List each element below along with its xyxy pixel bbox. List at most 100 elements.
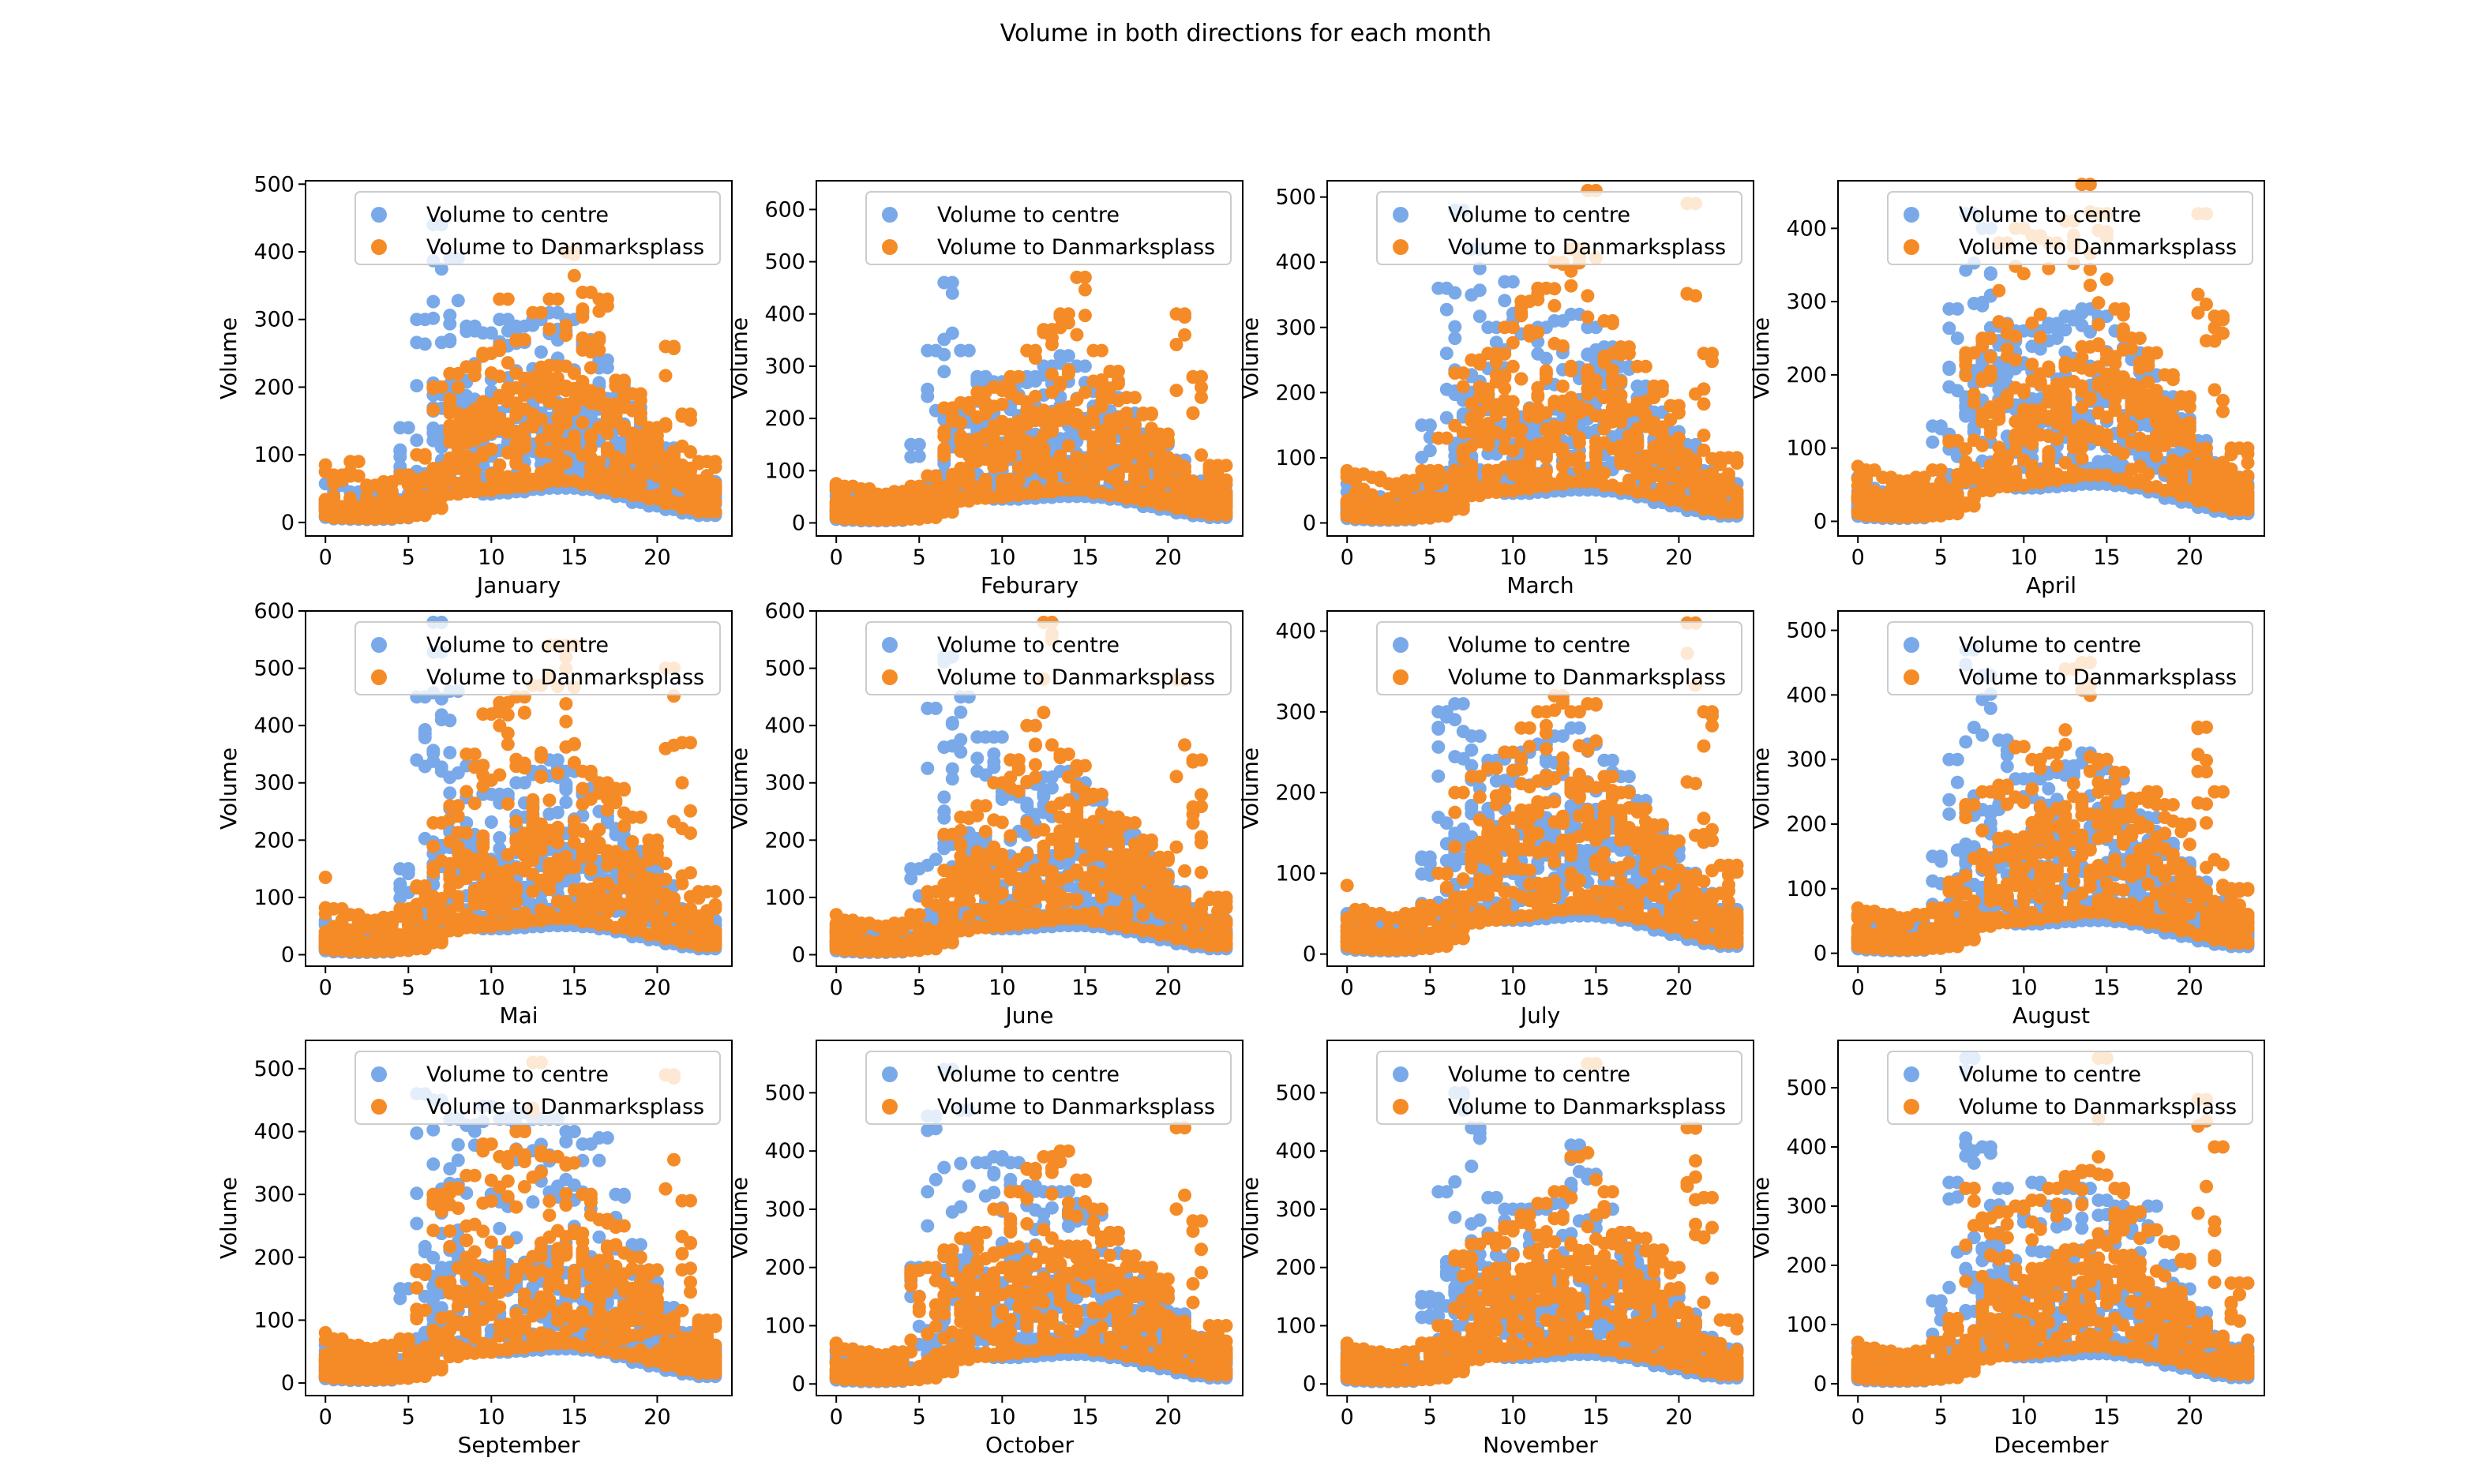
danmarksplass-point bbox=[995, 397, 1009, 411]
centre-point bbox=[1448, 320, 1462, 334]
danmarksplass-point bbox=[1045, 337, 1059, 351]
x-tick-label: 0 bbox=[1341, 545, 1354, 570]
danmarksplass-point bbox=[493, 339, 507, 353]
x-tick-label: 20 bbox=[1154, 545, 1181, 570]
danmarksplass-point bbox=[1506, 335, 1520, 350]
x-axis-label: Feburary bbox=[981, 572, 1078, 598]
centre-point bbox=[443, 317, 457, 331]
danmarksplass-point bbox=[1547, 298, 1562, 313]
danmarksplass-point bbox=[1697, 429, 1711, 442]
danmarksplass-point bbox=[1555, 442, 1570, 456]
danmarksplass-point bbox=[576, 416, 590, 429]
legend: Volume to centre Volume to Danmarksplass bbox=[354, 191, 721, 265]
danmarksplass-point bbox=[501, 292, 515, 306]
danmarksplass-point bbox=[1671, 431, 1686, 445]
centre-point bbox=[401, 421, 415, 435]
danmarksplass-point bbox=[493, 458, 507, 472]
danmarksplass-point bbox=[1078, 270, 1092, 284]
danmarksplass-point bbox=[1506, 359, 1520, 373]
danmarksplass-point bbox=[1103, 432, 1117, 446]
centre-point bbox=[1423, 444, 1437, 458]
danmarksplass-point bbox=[1531, 325, 1545, 339]
danmarksplass-point bbox=[493, 369, 507, 384]
centre-point bbox=[1448, 332, 1462, 346]
danmarksplass-point bbox=[517, 332, 531, 347]
danmarksplass-point bbox=[1169, 384, 1183, 398]
danmarksplass-point bbox=[1506, 406, 1520, 420]
danmarksplass-legend-marker bbox=[371, 239, 387, 255]
danmarksplass-point bbox=[1061, 363, 1075, 377]
y-tick-label: 100 bbox=[764, 459, 805, 483]
danmarksplass-point bbox=[1514, 422, 1529, 437]
centre-point bbox=[1439, 347, 1454, 361]
legend-label: Volume to Danmarksplass bbox=[1448, 235, 1726, 260]
danmarksplass-point bbox=[576, 304, 590, 318]
danmarksplass-point bbox=[1638, 359, 1652, 373]
danmarksplass-point bbox=[1144, 407, 1158, 422]
danmarksplass-point bbox=[1456, 366, 1470, 380]
danmarksplass-point bbox=[1078, 309, 1092, 323]
danmarksplass-point bbox=[633, 407, 647, 421]
x-tick-label: 10 bbox=[988, 545, 1015, 570]
danmarksplass-point bbox=[1219, 459, 1233, 473]
subplot-january: 0 5 10 15 200100200300400500JanuaryVolumeVol… bbox=[216, 172, 733, 598]
centre-point bbox=[1448, 286, 1462, 300]
danmarksplass-point bbox=[559, 319, 573, 332]
danmarksplass-point bbox=[1011, 369, 1026, 384]
centre-point bbox=[1942, 362, 1956, 377]
danmarksplass-point bbox=[1730, 493, 1744, 507]
centre-point bbox=[534, 345, 548, 359]
centre-point bbox=[443, 335, 457, 349]
danmarksplass-legend-marker bbox=[1393, 239, 1409, 255]
danmarksplass-point bbox=[1605, 317, 1619, 331]
centre-legend-marker bbox=[882, 207, 898, 223]
centre-point bbox=[484, 326, 498, 340]
centre-point bbox=[912, 437, 926, 452]
centre-point bbox=[600, 361, 614, 375]
danmarksplass-legend-marker bbox=[882, 239, 898, 255]
x-tick-label: 5 bbox=[913, 545, 926, 570]
danmarksplass-point bbox=[667, 342, 681, 355]
danmarksplass-point bbox=[1705, 354, 1719, 369]
x-tick-label: 20 bbox=[1665, 545, 1692, 570]
x-tick-label: 15 bbox=[1071, 545, 1098, 570]
danmarksplass-point bbox=[1498, 347, 1512, 361]
danmarksplass-point bbox=[534, 305, 548, 320]
figure-title: Volume in both directions for each month bbox=[1000, 20, 1491, 47]
legend-label: Volume to Danmarksplass bbox=[426, 235, 704, 260]
legend-label: Volume to centre bbox=[426, 203, 609, 227]
danmarksplass-point bbox=[1506, 320, 1520, 335]
centre-point bbox=[945, 286, 959, 300]
y-tick-label: 400 bbox=[764, 302, 805, 327]
danmarksplass-point bbox=[1572, 430, 1586, 444]
danmarksplass-point bbox=[1555, 339, 1570, 353]
x-tick-label: 15 bbox=[1582, 545, 1609, 570]
danmarksplass-point bbox=[1589, 374, 1603, 388]
y-tick-label: 300 bbox=[253, 308, 294, 332]
danmarksplass-point bbox=[1655, 384, 1669, 398]
danmarksplass-point bbox=[534, 412, 548, 426]
scatter-points bbox=[318, 218, 722, 527]
danmarksplass-point bbox=[1697, 397, 1711, 411]
danmarksplass-point bbox=[1614, 415, 1628, 429]
centre-point bbox=[1506, 275, 1520, 289]
centre-point bbox=[426, 294, 441, 309]
danmarksplass-point bbox=[1127, 391, 1142, 405]
y-tick-label: 500 bbox=[1275, 186, 1316, 210]
danmarksplass-point bbox=[1045, 424, 1059, 438]
danmarksplass-point bbox=[1614, 375, 1628, 388]
danmarksplass-point bbox=[1539, 366, 1553, 380]
y-tick-label: 200 bbox=[253, 375, 294, 399]
danmarksplass-point bbox=[1481, 438, 1495, 452]
legend-label: Volume to Danmarksplass bbox=[937, 235, 1215, 260]
y-tick-label: 600 bbox=[764, 197, 805, 222]
danmarksplass-point bbox=[1219, 478, 1233, 492]
centre-point bbox=[1983, 266, 1997, 280]
danmarksplass-point bbox=[633, 393, 647, 407]
danmarksplass-point bbox=[434, 380, 448, 394]
danmarksplass-point bbox=[567, 268, 581, 283]
danmarksplass-point bbox=[1934, 463, 1948, 478]
danmarksplass-point bbox=[1498, 381, 1512, 395]
y-tick-label: 500 bbox=[253, 172, 294, 197]
